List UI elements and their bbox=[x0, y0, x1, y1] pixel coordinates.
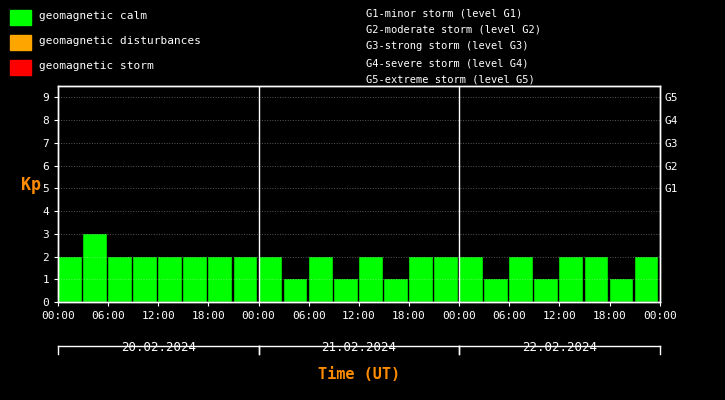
Y-axis label: Kp: Kp bbox=[21, 176, 41, 194]
Bar bbox=[58, 256, 82, 302]
Bar bbox=[10, 35, 31, 50]
Bar bbox=[509, 256, 533, 302]
Text: 21.02.2024: 21.02.2024 bbox=[321, 341, 397, 354]
Text: 20.02.2024: 20.02.2024 bbox=[121, 341, 196, 354]
Bar bbox=[208, 256, 232, 302]
Text: G5-extreme storm (level G5): G5-extreme storm (level G5) bbox=[366, 75, 535, 85]
Bar bbox=[459, 256, 483, 302]
Text: G2-moderate storm (level G2): G2-moderate storm (level G2) bbox=[366, 25, 541, 35]
Bar bbox=[158, 256, 182, 302]
Text: geomagnetic calm: geomagnetic calm bbox=[39, 11, 147, 20]
Text: Time (UT): Time (UT) bbox=[318, 367, 400, 382]
Bar bbox=[133, 256, 157, 302]
Bar bbox=[10, 10, 31, 25]
Bar bbox=[283, 279, 307, 302]
Bar bbox=[584, 256, 608, 302]
Bar bbox=[183, 256, 207, 302]
Bar bbox=[634, 256, 658, 302]
Bar bbox=[409, 256, 433, 302]
Bar bbox=[384, 279, 407, 302]
Bar bbox=[610, 279, 634, 302]
Bar bbox=[259, 256, 283, 302]
Bar bbox=[10, 60, 31, 75]
Bar bbox=[233, 256, 257, 302]
Text: geomagnetic storm: geomagnetic storm bbox=[39, 61, 154, 71]
Text: G3-strong storm (level G3): G3-strong storm (level G3) bbox=[366, 42, 529, 52]
Bar bbox=[334, 279, 357, 302]
Bar bbox=[108, 256, 132, 302]
Bar bbox=[309, 256, 333, 302]
Bar bbox=[560, 256, 584, 302]
Text: 22.02.2024: 22.02.2024 bbox=[522, 341, 597, 354]
Bar bbox=[484, 279, 508, 302]
Text: geomagnetic disturbances: geomagnetic disturbances bbox=[39, 36, 201, 46]
Bar bbox=[83, 234, 107, 302]
Text: G4-severe storm (level G4): G4-severe storm (level G4) bbox=[366, 58, 529, 68]
Bar bbox=[359, 256, 383, 302]
Bar bbox=[434, 256, 458, 302]
Text: G1-minor storm (level G1): G1-minor storm (level G1) bbox=[366, 8, 523, 18]
Bar bbox=[534, 279, 558, 302]
